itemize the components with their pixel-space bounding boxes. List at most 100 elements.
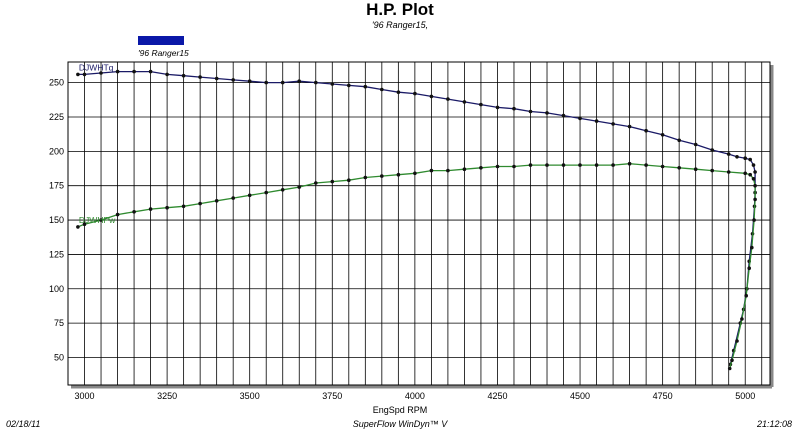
data-point-DJWHPw — [198, 201, 202, 206]
data-point-DJWHTq — [214, 76, 219, 81]
data-point-DJWHPw — [132, 210, 136, 214]
data-point-DJWHPw — [264, 190, 269, 195]
data-point-DJWHTq — [314, 80, 318, 85]
data-point-DJWHPw — [747, 266, 751, 271]
data-point-DJWHPw — [644, 163, 648, 167]
data-point-DJWHPw — [82, 222, 87, 226]
data-point-DJWHTq — [693, 142, 698, 147]
x-tick-label: 3500 — [240, 391, 260, 401]
y-tick-label: 50 — [54, 353, 64, 363]
data-point-DJWHPw — [735, 339, 739, 343]
data-point-DJWHPw — [627, 161, 632, 166]
data-point-DJWHTq — [578, 116, 582, 121]
data-point-DJWHTq — [297, 79, 302, 83]
data-point-DJWHTq — [462, 100, 467, 104]
series-label-DJWHTq: DJWHTq — [79, 62, 114, 72]
data-point-DJWHPw — [314, 181, 318, 185]
data-point-DJWHPw — [743, 171, 747, 176]
data-point-DJWHTq — [115, 69, 120, 74]
y-tick-label: 225 — [49, 112, 64, 122]
data-point-DJWHPw — [181, 204, 186, 209]
data-point-DJWHPw — [76, 225, 80, 229]
data-point-DJWHPw — [115, 212, 120, 217]
data-point-DJWHTq — [512, 106, 516, 111]
data-point-DJWHPw — [165, 205, 169, 210]
data-point-DJWHTq — [644, 128, 648, 133]
data-point-DJWHPw — [148, 207, 153, 211]
series-label-DJWHPw: DJWHPw — [79, 215, 116, 225]
x-tick-label: 3250 — [157, 391, 177, 401]
data-point-DJWHTq — [148, 69, 153, 74]
data-point-DJWHPw — [380, 174, 384, 178]
data-point-DJWHPw — [750, 245, 754, 250]
data-point-DJWHTq — [76, 72, 80, 77]
data-point-DJWHTq — [545, 111, 549, 115]
chart-subtitle: '96 Ranger15, — [371, 20, 429, 30]
data-point-DJWHTq — [753, 170, 757, 174]
data-point-DJWHPw — [99, 218, 103, 222]
data-point-DJWHPw — [751, 177, 756, 181]
data-point-DJWHPw — [752, 218, 756, 222]
plot-frame — [67, 61, 771, 386]
data-point-DJWHPw — [330, 179, 335, 184]
legend-label: '96 Ranger15 — [138, 48, 189, 58]
footer-date: 02/18/11 — [6, 419, 41, 429]
data-point-DJWHTq — [726, 152, 731, 156]
data-point-DJWHPw — [545, 163, 549, 167]
data-point-DJWHPw — [693, 167, 698, 171]
data-point-DJWHPw — [462, 167, 467, 171]
data-point-DJWHTq — [165, 72, 169, 77]
data-point-DJWHPw — [247, 193, 252, 198]
data-point-DJWHPw — [396, 172, 401, 177]
data-point-DJWHTq — [280, 80, 285, 85]
data-point-DJWHPw — [495, 164, 500, 169]
data-point-DJWHPw — [297, 185, 302, 189]
chart-title: H.P. Plot — [366, 0, 434, 19]
y-tick-label: 175 — [49, 181, 64, 191]
data-point-DJWHPw — [727, 366, 732, 371]
data-point-DJWHTq — [735, 155, 739, 159]
y-tick-label: 150 — [49, 215, 64, 225]
data-point-DJWHPw — [512, 164, 516, 169]
x-tick-label: 5000 — [735, 391, 755, 401]
data-point-DJWHTq — [231, 78, 235, 82]
data-point-DJWHTq — [181, 73, 186, 78]
data-point-DJWHTq — [528, 109, 533, 114]
y-tick-label: 125 — [49, 249, 64, 259]
series-line-DJWHTq — [77, 70, 756, 365]
data-point-DJWHPw — [363, 175, 368, 180]
data-point-DJWHPw — [677, 166, 681, 170]
data-point-DJWHPw — [479, 166, 483, 170]
data-point-DJWHPw — [347, 178, 351, 182]
data-point-DJWHPw — [753, 183, 757, 188]
footer-time: 21:12:08 — [756, 419, 792, 429]
data-point-DJWHPw — [231, 196, 235, 200]
data-point-DJWHPw — [744, 293, 748, 298]
data-point-DJWHTq — [751, 163, 756, 167]
data-point-DJWHPw — [740, 317, 744, 321]
x-tick-label: 4500 — [570, 391, 590, 401]
data-point-DJWHTq — [748, 157, 752, 162]
data-point-DJWHTq — [594, 119, 599, 123]
y-tick-label: 250 — [49, 78, 64, 88]
x-tick-label: 4750 — [653, 391, 673, 401]
data-point-DJWHPw — [446, 168, 450, 173]
data-point-DJWHPw — [561, 163, 566, 167]
data-point-DJWHPw — [429, 168, 434, 173]
data-point-DJWHTq — [429, 94, 434, 99]
data-point-DJWHTq — [627, 124, 632, 129]
data-point-DJWHPw — [726, 170, 731, 174]
data-point-DJWHPw — [710, 168, 714, 173]
data-point-DJWHTq — [132, 69, 136, 74]
data-point-DJWHTq — [396, 90, 401, 94]
data-point-DJWHPw — [753, 197, 757, 202]
series-line-DJWHPw — [77, 163, 756, 369]
data-point-DJWHPw — [578, 163, 582, 167]
data-point-DJWHTq — [363, 84, 368, 89]
y-tick-label: 75 — [54, 318, 64, 328]
y-tick-label: 100 — [49, 284, 64, 294]
x-axis-label: EngSpd RPM — [372, 405, 428, 415]
x-tick-label: 3000 — [75, 391, 95, 401]
data-point-DJWHPw — [611, 163, 615, 167]
data-point-DJWHTq — [380, 87, 384, 92]
